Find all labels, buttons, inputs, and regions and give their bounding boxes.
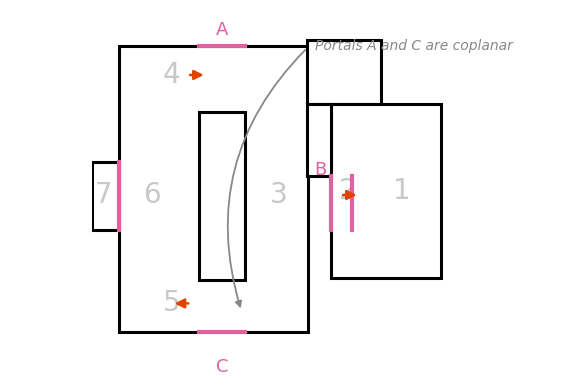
Bar (119, 46, 308, 332)
Text: Portals A and C are coplanar: Portals A and C are coplanar (315, 39, 513, 53)
Bar (93, 162, 119, 230)
Text: C: C (216, 358, 228, 376)
Text: B: B (315, 161, 327, 179)
Bar (331, 104, 441, 278)
Text: A: A (216, 21, 228, 39)
Text: 5: 5 (163, 289, 181, 317)
Text: 6: 6 (144, 181, 161, 209)
Text: 3: 3 (269, 181, 287, 209)
Text: 7: 7 (94, 181, 112, 209)
Text: 2: 2 (339, 177, 357, 205)
Bar (307, 40, 381, 104)
Bar (199, 112, 245, 280)
Text: 4: 4 (163, 61, 181, 89)
Text: 1: 1 (394, 177, 411, 205)
Bar (307, 104, 331, 176)
